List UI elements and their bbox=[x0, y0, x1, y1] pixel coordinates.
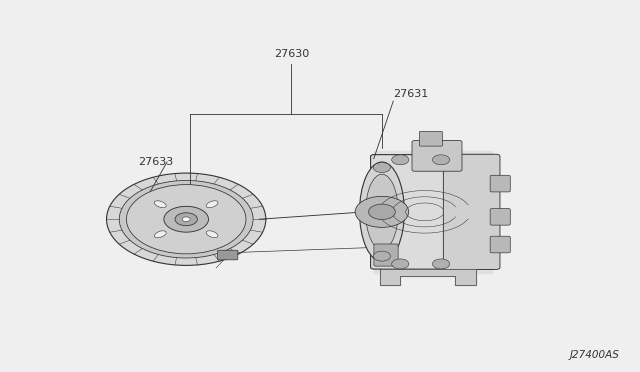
FancyBboxPatch shape bbox=[371, 155, 495, 269]
Text: 27633: 27633 bbox=[138, 157, 173, 167]
Text: J27400AS: J27400AS bbox=[570, 350, 620, 359]
Circle shape bbox=[127, 185, 246, 254]
Ellipse shape bbox=[365, 174, 398, 250]
Circle shape bbox=[392, 155, 409, 165]
Ellipse shape bbox=[154, 231, 166, 238]
Circle shape bbox=[119, 180, 253, 258]
Polygon shape bbox=[374, 151, 492, 273]
FancyBboxPatch shape bbox=[374, 244, 398, 266]
FancyBboxPatch shape bbox=[218, 250, 238, 260]
Circle shape bbox=[433, 259, 450, 269]
Circle shape bbox=[373, 163, 390, 173]
FancyBboxPatch shape bbox=[412, 141, 462, 171]
Circle shape bbox=[369, 204, 396, 219]
FancyBboxPatch shape bbox=[490, 236, 510, 253]
Circle shape bbox=[175, 213, 197, 226]
Ellipse shape bbox=[206, 201, 218, 208]
Circle shape bbox=[182, 217, 190, 222]
Ellipse shape bbox=[360, 162, 404, 262]
Ellipse shape bbox=[154, 201, 166, 208]
Circle shape bbox=[392, 259, 409, 269]
FancyBboxPatch shape bbox=[444, 154, 500, 269]
Ellipse shape bbox=[206, 231, 218, 238]
Circle shape bbox=[355, 196, 409, 227]
Text: 27630: 27630 bbox=[274, 49, 309, 59]
FancyBboxPatch shape bbox=[490, 209, 510, 225]
Circle shape bbox=[164, 206, 209, 232]
Circle shape bbox=[433, 155, 450, 165]
Circle shape bbox=[106, 173, 266, 265]
Polygon shape bbox=[380, 269, 476, 285]
FancyBboxPatch shape bbox=[490, 175, 510, 192]
FancyBboxPatch shape bbox=[419, 131, 442, 146]
Text: 27631: 27631 bbox=[394, 89, 429, 99]
Circle shape bbox=[373, 251, 390, 261]
